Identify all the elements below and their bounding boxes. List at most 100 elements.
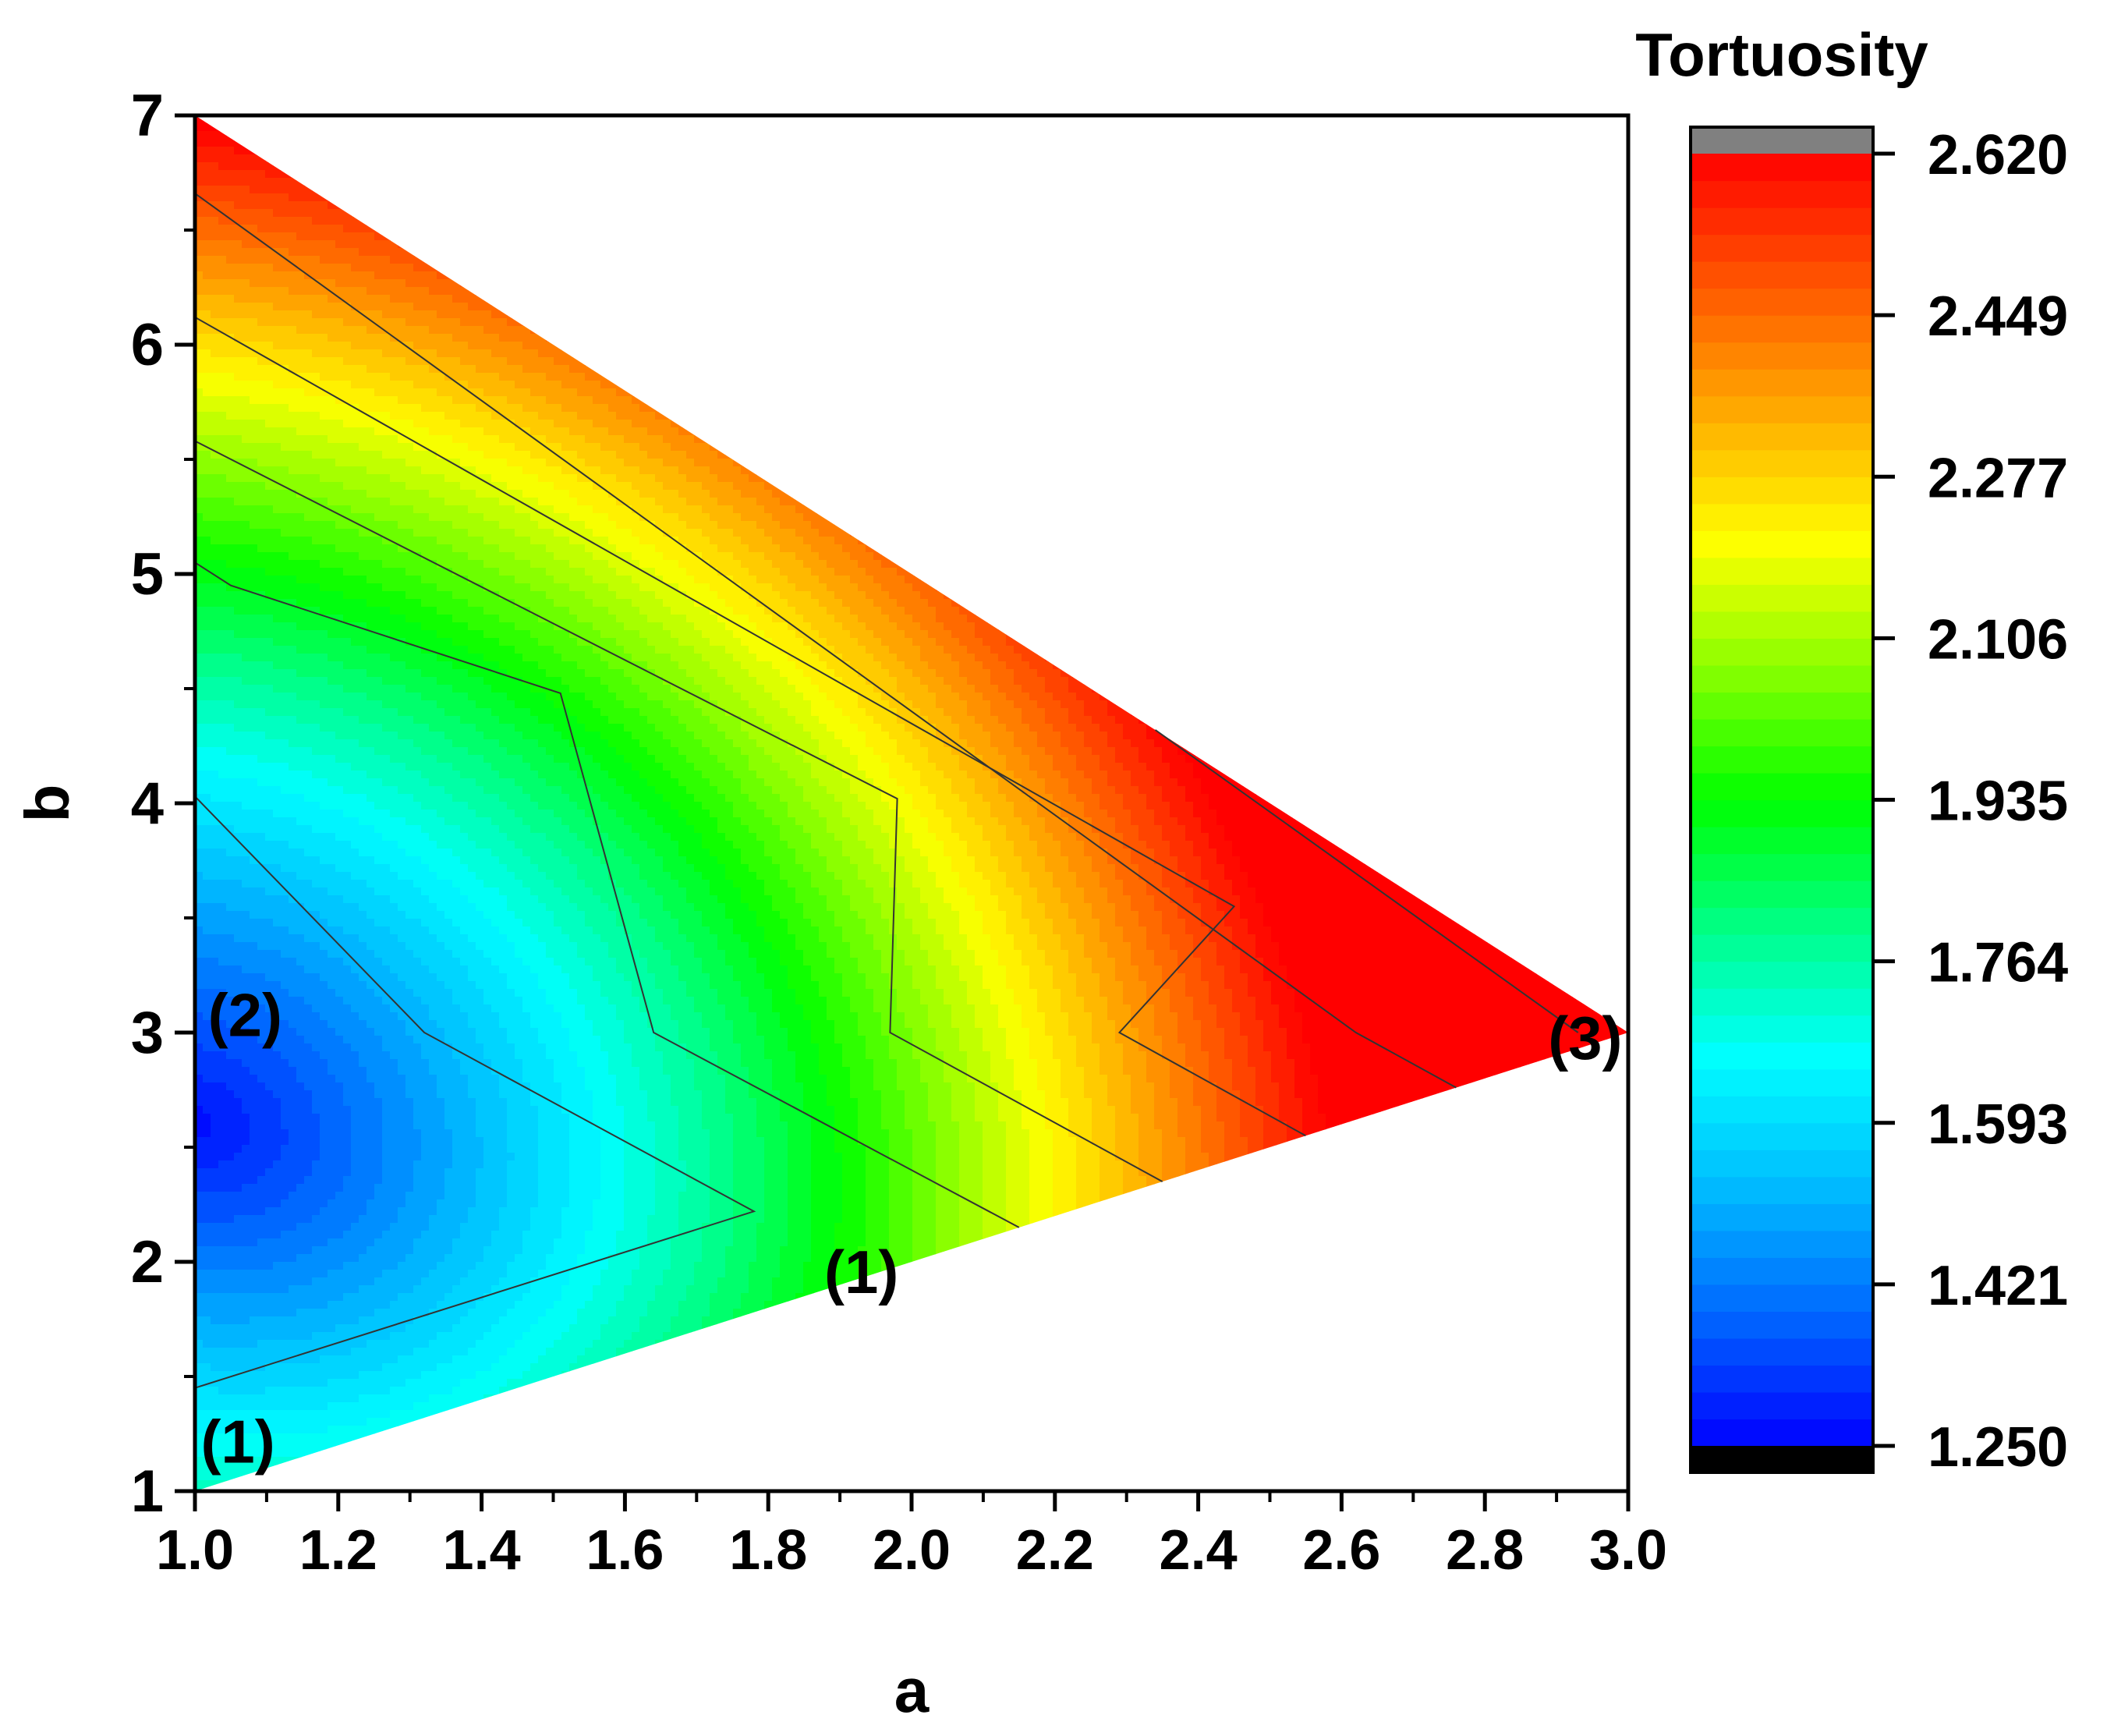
field-cell — [920, 279, 929, 288]
field-cell — [936, 264, 944, 272]
field-cell — [374, 139, 383, 147]
field-cell — [374, 201, 383, 210]
field-cell — [1357, 217, 1365, 225]
field-cell — [1162, 303, 1170, 311]
field-cell — [429, 139, 437, 147]
field-cell — [920, 248, 929, 257]
field-cell — [273, 139, 282, 147]
field-cell — [468, 193, 476, 202]
field-cell — [780, 123, 788, 132]
field-cell — [1505, 232, 1514, 241]
field-cell — [211, 256, 219, 264]
field-cell — [1123, 139, 1131, 147]
field-cell — [1123, 240, 1131, 249]
field-cell — [398, 186, 406, 194]
field-cell — [359, 217, 367, 225]
field-cell — [273, 303, 282, 311]
field-cell — [710, 256, 718, 264]
field-cell — [1552, 279, 1560, 288]
field-cell — [959, 287, 968, 296]
field-cell — [343, 310, 352, 319]
field-cell — [1216, 279, 1225, 288]
field-cell — [1029, 225, 1038, 233]
field-cell — [1146, 139, 1155, 147]
field-cell — [1146, 186, 1155, 194]
field-cell — [577, 240, 586, 249]
field-cell — [1435, 131, 1443, 140]
field-cell — [585, 193, 593, 202]
field-cell — [1521, 310, 1529, 319]
field-cell — [398, 326, 406, 335]
field-cell — [367, 310, 375, 319]
field-cell — [460, 279, 469, 288]
field-cell — [1349, 279, 1358, 288]
field-cell — [1513, 295, 1521, 303]
field-cell — [1333, 303, 1342, 311]
field-cell — [889, 178, 898, 186]
field-cell — [1107, 256, 1116, 264]
field-cell — [1248, 271, 1256, 280]
field-cell — [1076, 240, 1085, 249]
field-cell — [780, 178, 788, 186]
field-cell — [983, 295, 991, 303]
field-cell — [873, 193, 882, 202]
field-cell — [710, 147, 718, 155]
field-cell — [522, 279, 531, 288]
field-cell — [468, 310, 476, 319]
field-cell — [967, 201, 976, 210]
field-cell — [678, 178, 687, 186]
field-cell — [452, 232, 461, 241]
field-cell — [554, 186, 562, 194]
field-cell — [1146, 147, 1155, 155]
field-cell — [1029, 248, 1038, 257]
field-cell — [1489, 162, 1498, 171]
field-cell — [405, 310, 414, 319]
field-cell — [1014, 287, 1022, 296]
field-cell — [1505, 139, 1514, 147]
field-cell — [561, 201, 570, 210]
field-cell — [811, 147, 820, 155]
field-cell — [772, 139, 781, 147]
field-cell — [600, 178, 609, 186]
field-cell — [1131, 217, 1139, 225]
field-cell — [1560, 186, 1568, 194]
field-cell — [413, 287, 422, 296]
field-cell — [538, 178, 547, 186]
field-cell — [936, 201, 944, 210]
field-cell — [405, 248, 414, 257]
field-cell — [1404, 264, 1412, 272]
field-cell — [1177, 264, 1186, 272]
field-cell — [678, 240, 687, 249]
field-cell — [827, 248, 835, 257]
field-cell — [858, 123, 866, 132]
field-cell — [1372, 193, 1381, 202]
field-cell — [671, 178, 679, 186]
field-cell — [1263, 193, 1272, 202]
field-cell — [741, 271, 749, 280]
field-cell — [1185, 170, 1194, 179]
field-cell — [1606, 217, 1615, 225]
field-cell — [702, 295, 710, 303]
field-cell — [1521, 303, 1529, 311]
field-cell — [1029, 256, 1038, 264]
field-cell — [1115, 264, 1124, 272]
field-cell — [1599, 209, 1607, 218]
field-cell — [538, 295, 547, 303]
field-cell — [671, 318, 679, 327]
field-cell — [444, 123, 453, 132]
field-cell — [382, 209, 391, 218]
field-cell — [725, 240, 734, 249]
field-cell — [936, 131, 944, 140]
field-cell — [1544, 139, 1553, 147]
field-cell — [616, 201, 625, 210]
field-cell — [1560, 295, 1568, 303]
field-cell — [234, 271, 243, 280]
field-cell — [468, 264, 476, 272]
field-cell — [1443, 248, 1451, 257]
field-cell — [1466, 248, 1475, 257]
field-cell — [1606, 186, 1615, 194]
field-cell — [1333, 209, 1342, 218]
field-cell — [663, 139, 671, 147]
field-cell — [405, 295, 414, 303]
field-cell — [749, 186, 757, 194]
